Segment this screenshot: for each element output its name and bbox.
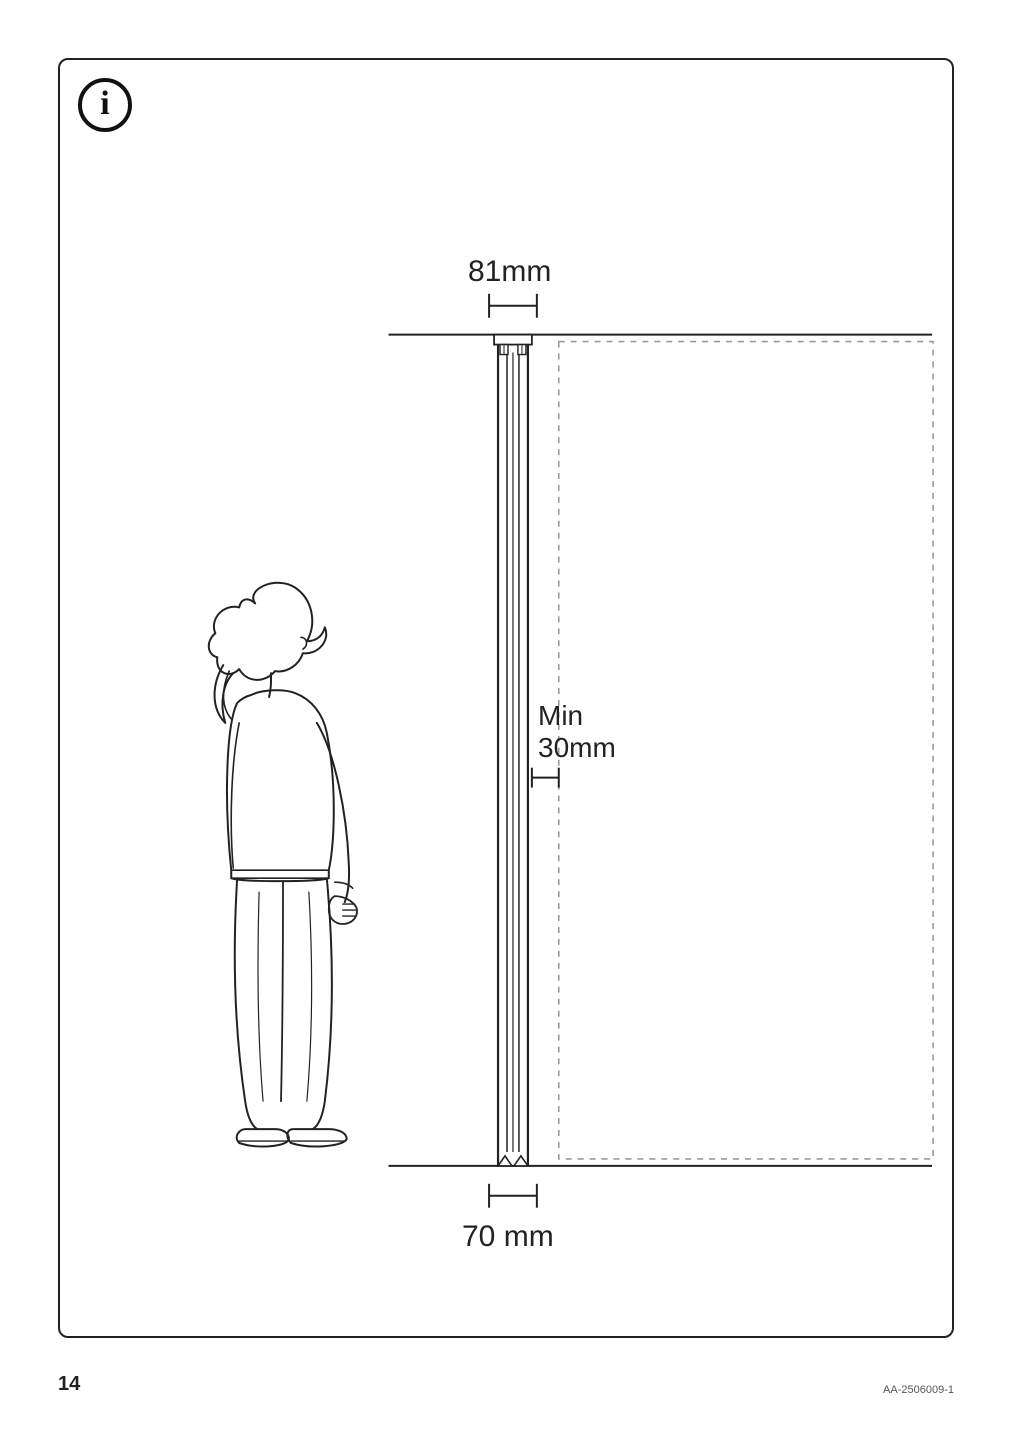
page-number: 14	[58, 1373, 80, 1396]
label-min-1: Min	[538, 700, 583, 732]
label-bottom-width: 70 mm	[462, 1220, 554, 1254]
content-frame: i 81mm 70 mm Min 30mm	[58, 58, 954, 1338]
diagram-svg	[60, 60, 952, 1336]
document-id: AA-2506009-1	[883, 1384, 954, 1396]
label-min-2: 30mm	[538, 732, 616, 764]
label-top-width: 81mm	[468, 255, 551, 289]
page: i 81mm 70 mm Min 30mm 14 AA-2506009-1	[0, 0, 1012, 1432]
